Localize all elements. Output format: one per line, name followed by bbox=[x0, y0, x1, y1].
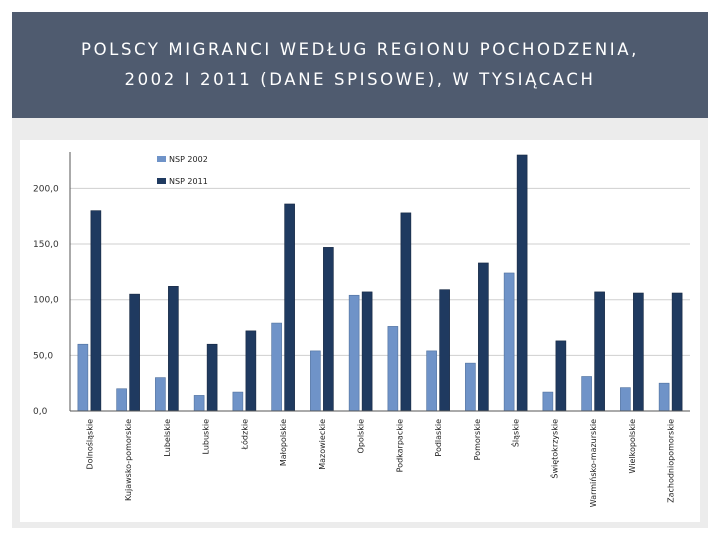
bar-nsp-2011-lubuskie bbox=[206, 343, 218, 412]
y-tick-labels: 0,0 50,0 100,0 150,0 200,0 bbox=[33, 184, 59, 417]
legend-swatch-nsp-2011 bbox=[157, 178, 166, 184]
legend: NSP 2002 NSP 2011 bbox=[157, 155, 208, 186]
bar-nsp-2011-podkarpackie bbox=[400, 212, 412, 412]
bar-nsp-2011-zachodniopomorskie bbox=[671, 292, 683, 412]
bar-nsp-2002-lubelskie bbox=[155, 377, 166, 412]
bar-nsp-2002-kujawsko-pomorskie bbox=[116, 388, 127, 412]
bar-nsp-2002-opolskie bbox=[348, 294, 360, 412]
bar-nsp-2002-mazowieckie bbox=[310, 350, 321, 412]
x-tick-label: Pomorskie bbox=[473, 419, 482, 460]
y-tick-label: 150,0 bbox=[33, 240, 59, 250]
x-tick-label: Lubuskie bbox=[202, 419, 211, 455]
slide-title-line-1: POLSCY MIGRANCI WEDŁUG REGIONU POCHODZEN… bbox=[81, 40, 639, 59]
x-tick-label: Wielkopolskie bbox=[628, 419, 637, 474]
axes bbox=[69, 152, 690, 412]
legend-label-nsp-2002: NSP 2002 bbox=[169, 155, 208, 164]
y-tick-label: 0,0 bbox=[33, 407, 48, 417]
y-tick-label: 50,0 bbox=[33, 351, 53, 361]
slide-title-line-2: 2002 I 2011 (DANE SPISOWE), W TYSIĄCACH bbox=[124, 70, 596, 89]
bar-nsp-2002-lodzkie bbox=[232, 391, 244, 412]
bar-nsp-2011-podlaskie bbox=[439, 289, 450, 412]
x-tick-label: Lubelskie bbox=[163, 419, 172, 457]
bar-nsp-2011-kujawsko-pomorskie bbox=[129, 293, 140, 412]
x-tick-label: Łódzkie bbox=[239, 419, 249, 451]
x-tick-label: Mazowieckie bbox=[318, 419, 327, 470]
bar-nsp-2011-swietokrzyskie bbox=[555, 340, 567, 412]
bar-nsp-2011-wielkopolskie bbox=[633, 292, 644, 412]
y-tick-label: 100,0 bbox=[33, 296, 59, 306]
x-tick-label: Opolskie bbox=[357, 419, 366, 454]
bar-nsp-2011-lodzkie bbox=[245, 330, 257, 412]
bar-nsp-2002-podkarpackie bbox=[387, 326, 399, 412]
y-tick-label: 200,0 bbox=[33, 184, 59, 194]
bar-nsp-2002-lubuskie bbox=[193, 395, 205, 412]
bar-nsp-2002-zachodniopomorskie bbox=[658, 382, 670, 412]
bar-nsp-2002-pomorskie bbox=[465, 362, 476, 412]
x-tick-label: Kujawsko-pomorskie bbox=[124, 419, 133, 501]
legend-swatch-nsp-2002 bbox=[157, 156, 166, 162]
bar-nsp-2002-wielkopolskie bbox=[620, 387, 631, 412]
bar-nsp-2011-dolnoslaskie bbox=[90, 210, 102, 412]
bar-nsp-2002-malopolskie bbox=[271, 322, 282, 412]
bar-nsp-2011-slaskie bbox=[516, 154, 528, 412]
bar-nsp-2002-podlaskie bbox=[426, 350, 437, 412]
bar-nsp-2002-slaskie bbox=[503, 272, 515, 412]
x-tick-label: Dolnośląskie bbox=[84, 419, 94, 470]
bar-nsp-2002-dolnoslaskie bbox=[77, 343, 89, 412]
x-tick-label: Świętokrzyskie bbox=[548, 419, 559, 479]
title-band: POLSCY MIGRANCI WEDŁUG REGIONU POCHODZEN… bbox=[12, 12, 708, 118]
x-tick-label: Warmińsko-mazurskie bbox=[589, 419, 598, 507]
bar-nsp-2011-lubelskie bbox=[168, 286, 179, 412]
bar-nsp-2011-opolskie bbox=[361, 291, 373, 412]
bar-nsp-2011-mazowieckie bbox=[323, 247, 334, 412]
bar-nsp-2011-warminsko-mazurskie bbox=[594, 291, 605, 412]
legend-label-nsp-2011: NSP 2011 bbox=[169, 177, 208, 186]
bar-nsp-2011-malopolskie bbox=[284, 203, 295, 412]
x-tick-label: Zachodniopomorskie bbox=[667, 419, 676, 503]
bar-nsp-2002-warminsko-mazurskie bbox=[581, 376, 592, 412]
x-tick-label: Śląskie bbox=[510, 419, 521, 447]
x-tick-label: Podlaskie bbox=[434, 419, 443, 457]
bar-nsp-2011-pomorskie bbox=[478, 262, 489, 412]
x-tick-labels: Dolnośląskie Kujawsko-pomorskie Lubelskie L… bbox=[84, 419, 675, 507]
x-tick-label: Podkarpackie bbox=[395, 419, 404, 472]
x-tick-label: Małopolskie bbox=[279, 419, 288, 466]
bar-nsp-2002-swietokrzyskie bbox=[542, 391, 554, 412]
bars bbox=[77, 154, 683, 412]
